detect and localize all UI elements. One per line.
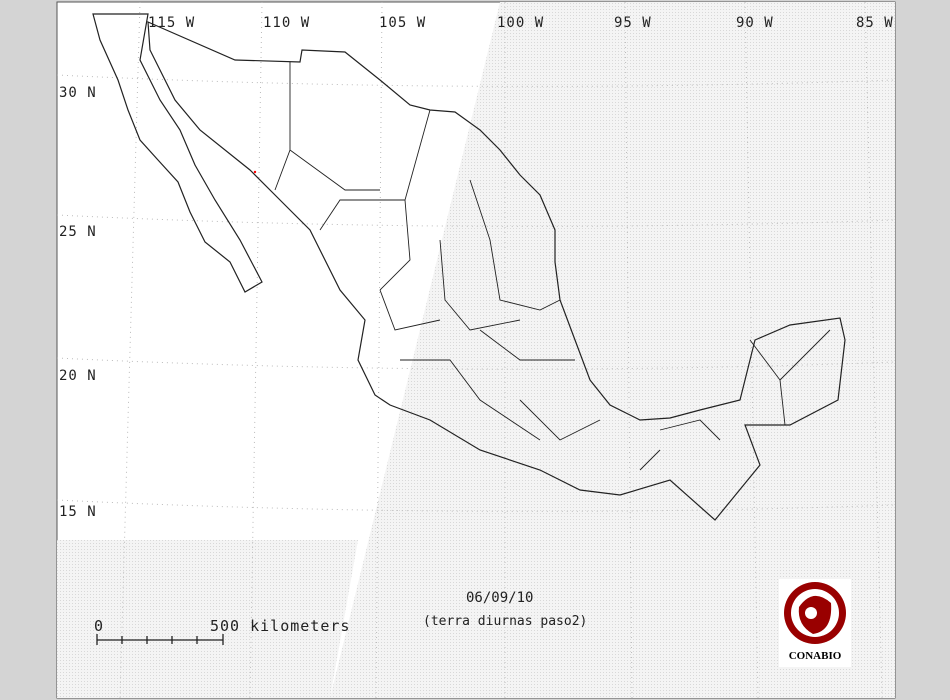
conabio-emblem-icon <box>784 582 846 644</box>
scale-bar <box>96 634 224 645</box>
conabio-logo: CONABIO <box>779 579 851 667</box>
longitude-label: 90 W <box>736 15 774 31</box>
latitude-label: 25 N <box>59 224 97 240</box>
map-subtitle: (terra diurnas paso2) <box>423 614 588 629</box>
conabio-logo-text: CONABIO <box>788 650 842 662</box>
longitude-label: 105 W <box>379 15 427 31</box>
mexico-outline <box>92 13 846 521</box>
scale-end-label: 500 kilometers <box>210 617 351 635</box>
latitude-label: 15 N <box>59 504 97 520</box>
mainland <box>147 21 846 521</box>
scale-start-label: 0 <box>94 617 105 635</box>
hotspot-marker <box>253 170 257 174</box>
longitude-label: 100 W <box>497 15 545 31</box>
state-borders <box>274 62 831 471</box>
longitude-label: 95 W <box>614 15 652 31</box>
latitude-label: 30 N <box>59 85 97 101</box>
longitude-label: 85 W <box>856 15 894 31</box>
no-coverage-area <box>57 2 895 698</box>
latitude-label: 20 N <box>59 368 97 384</box>
longitude-label: 110 W <box>263 15 311 31</box>
map-date: 06/09/10 <box>466 590 534 606</box>
graticule <box>56 1 896 699</box>
baja-california <box>92 13 263 293</box>
longitude-label: 115 W <box>148 15 196 31</box>
